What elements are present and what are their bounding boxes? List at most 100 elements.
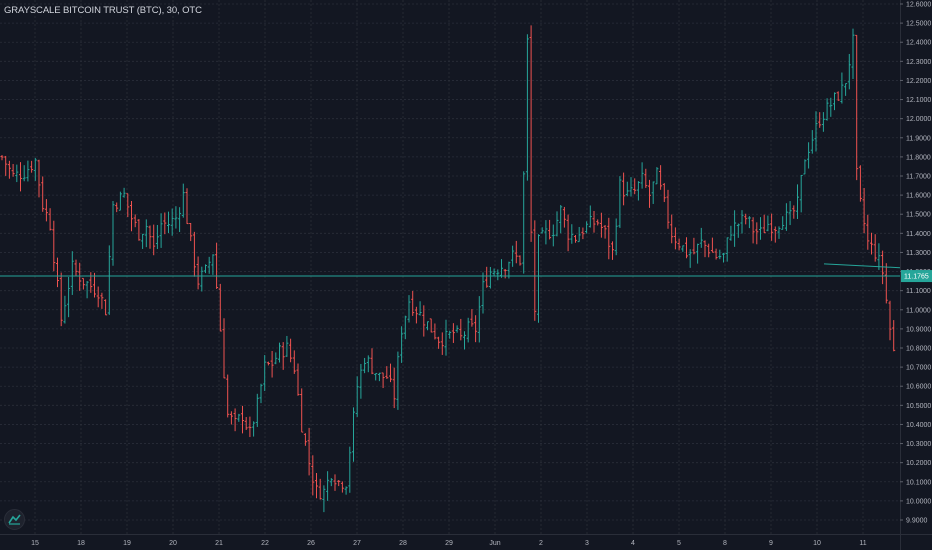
ohlc-bar	[52, 220, 56, 272]
ohlc-bar	[155, 224, 159, 250]
ohlc-bar	[296, 363, 300, 396]
ohlc-bar	[670, 214, 674, 244]
ohlc-bar	[625, 181, 629, 197]
ohlc-bar	[744, 213, 748, 225]
ohlc-bar	[285, 335, 289, 357]
ohlc-bar	[840, 72, 844, 104]
ohlc-bar	[7, 160, 11, 179]
ohlc-bar	[696, 243, 700, 264]
ohlc-bar	[278, 342, 281, 363]
ohlc-bar	[411, 290, 415, 316]
ohlc-bar	[555, 211, 559, 237]
ohlc-bar	[426, 321, 429, 331]
ohlc-bar	[78, 262, 82, 291]
ohlc-bar	[655, 167, 659, 185]
ohlc-bar	[514, 240, 518, 264]
ohlc-bar	[803, 159, 807, 175]
ohlc-bar	[614, 218, 618, 256]
ohlc-bar	[26, 160, 30, 182]
ohlc-bar	[685, 237, 688, 259]
ohlc-bar	[137, 219, 141, 241]
ohlc-bar	[611, 241, 614, 260]
ohlc-bar	[459, 318, 463, 341]
x-tick-label: 9	[769, 540, 773, 547]
ohlc-bar	[196, 256, 200, 290]
ohlc-bar	[451, 323, 455, 343]
ohlc-bar	[599, 212, 603, 238]
ohlc-bar	[729, 225, 733, 241]
ohlc-bar	[444, 319, 448, 356]
ohlc-bar	[96, 286, 100, 308]
ohlc-bar	[618, 176, 622, 228]
chart-title: GRAYSCALE BITCOIN TRUST (BTC), 30, OTC	[4, 5, 202, 16]
ohlc-bar	[740, 210, 744, 234]
ohlc-bar	[163, 212, 167, 235]
trend-line	[823, 263, 901, 269]
ohlc-bar	[777, 226, 781, 239]
ohlc-bar	[167, 211, 170, 233]
y-tick-label: 11.3000	[906, 250, 931, 257]
ohlc-bar	[315, 473, 318, 499]
ohlc-bar	[170, 208, 174, 236]
ohlc-bar	[363, 357, 367, 374]
ohlc-bar	[396, 351, 400, 410]
y-tick-label: 10.8000	[906, 346, 931, 353]
ohlc-bar	[37, 159, 41, 198]
ohlc-bar	[640, 162, 644, 189]
ohlc-bar	[311, 455, 315, 496]
x-tick-label: 19	[123, 540, 131, 547]
ohlc-bar	[851, 28, 855, 80]
ohlc-bar	[529, 25, 533, 242]
ohlc-bar	[181, 183, 185, 218]
ohlc-bar	[807, 142, 811, 169]
ohlc-bar	[289, 338, 293, 363]
ohlc-bar	[48, 208, 52, 231]
ohlc-bar	[189, 223, 193, 242]
tradingview-logo-icon[interactable]	[4, 509, 25, 530]
ohlc-bar	[818, 112, 822, 128]
ohlc-bar	[762, 214, 766, 234]
x-tick-label: 5	[677, 540, 681, 547]
ohlc-bar	[792, 205, 796, 219]
ohlc-bar	[440, 332, 444, 355]
ohlc-bar	[651, 181, 655, 204]
ohlc-bar	[348, 446, 352, 493]
y-tick-label: 10.4000	[906, 422, 931, 429]
ohlc-bar	[300, 388, 304, 433]
ohlc-bar	[233, 408, 237, 432]
ohlc-bar	[551, 224, 555, 247]
ohlc-bar	[714, 248, 718, 260]
ohlc-bar	[870, 232, 873, 255]
ohlc-bar	[200, 266, 204, 292]
ohlc-bar	[222, 318, 226, 379]
ohlc-bar	[133, 214, 137, 228]
ohlc-bar	[540, 227, 544, 234]
ohlc-bar	[237, 413, 241, 422]
ohlc-bar	[352, 407, 355, 462]
ohlc-bar	[159, 213, 163, 248]
x-tick-label: 11	[859, 540, 866, 547]
ohlc-bar	[759, 217, 762, 240]
ohlc-bar	[722, 252, 725, 263]
x-tick-label: 10	[813, 540, 821, 547]
ohlc-bar	[566, 214, 570, 252]
y-tick-label: 11.6000	[906, 193, 931, 200]
ohlc-bar	[833, 92, 836, 111]
ohlc-bar	[130, 201, 133, 232]
x-tick-label: 8	[723, 540, 727, 547]
y-tick-label: 11.7000	[906, 174, 931, 181]
ohlc-bar	[4, 155, 8, 176]
y-tick-label: 12.1000	[906, 97, 931, 104]
ohlc-bar	[218, 283, 222, 332]
ohlc-bar	[178, 207, 182, 233]
ohlc-bar	[751, 217, 755, 244]
ohlc-bar	[337, 480, 341, 487]
ohlc-bar	[607, 217, 611, 260]
ohlc-bar	[152, 224, 156, 256]
y-tick-label: 11.4000	[906, 231, 931, 238]
ohlc-bar	[636, 181, 640, 201]
ohlc-bar	[104, 299, 108, 316]
ohlc-bar	[144, 219, 148, 248]
ohlc-bar	[703, 240, 707, 258]
